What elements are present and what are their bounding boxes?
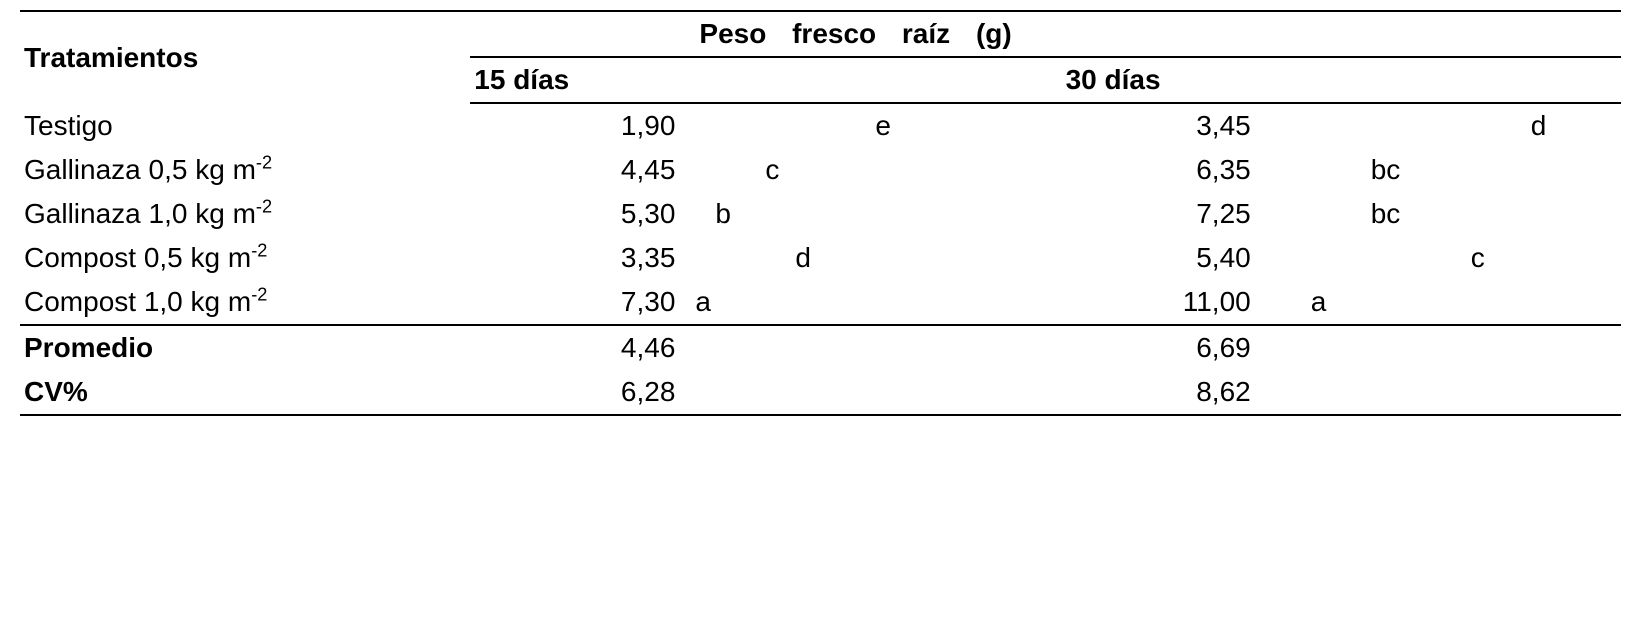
footer-spacer-2 [1271,325,1621,370]
value-30d: 7,25 [1046,192,1271,236]
letter-30d: bc [1271,148,1621,192]
value-30d: 6,35 [1046,148,1271,192]
letter-15d: a [695,280,1045,325]
footer-cv-30: 8,62 [1046,370,1271,415]
value-30d: 5,40 [1046,236,1271,280]
footer-spacer-1 [695,325,1045,370]
table-row: Compost 0,5 kg m-23,35d5,40c [20,236,1621,280]
value-15d: 7,30 [470,280,695,325]
letter-30d: a [1271,280,1621,325]
col-header-treatments: Tratamientos [20,11,470,103]
treatment-label: Gallinaza 1,0 kg m-2 [20,192,470,236]
value-15d: 4,45 [470,148,695,192]
footer-cv-label: CV% [20,370,470,415]
subheader-spacer-1 [695,57,1045,103]
value-30d: 11,00 [1046,280,1271,325]
letter-15d: c [695,148,1045,192]
value-15d: 1,90 [470,103,695,148]
value-15d: 5,30 [470,192,695,236]
root-weight-table: Tratamientos Peso fresco raíz (g) 15 día… [20,10,1621,416]
treatment-label: Compost 1,0 kg m-2 [20,280,470,325]
header-spacer [470,11,695,57]
footer-cv-15: 6,28 [470,370,695,415]
footer-promedio-label: Promedio [20,325,470,370]
letter-30d: d [1271,103,1621,148]
col-group-title: Peso fresco raíz (g) [695,11,1621,57]
letter-15d: b [695,192,1045,236]
footer-spacer-4 [1271,370,1621,415]
table-row: Compost 1,0 kg m-27,30a11,00a [20,280,1621,325]
treatment-label: Compost 0,5 kg m-2 [20,236,470,280]
footer-spacer-3 [695,370,1045,415]
letter-30d: c [1271,236,1621,280]
treatment-label: Testigo [20,103,470,148]
table-row: Gallinaza 0,5 kg m-24,45c6,35bc [20,148,1621,192]
col-header-15d: 15 días [470,57,695,103]
subheader-spacer-2 [1271,57,1621,103]
table-row: Gallinaza 1,0 kg m-25,30b7,25bc [20,192,1621,236]
treatment-label: Gallinaza 0,5 kg m-2 [20,148,470,192]
letter-15d: d [695,236,1045,280]
letter-15d: e [695,103,1045,148]
col-header-30d: 30 días [1046,57,1271,103]
footer-promedio-15: 4,46 [470,325,695,370]
value-30d: 3,45 [1046,103,1271,148]
footer-promedio-30: 6,69 [1046,325,1271,370]
value-15d: 3,35 [470,236,695,280]
table-row: Testigo1,90e3,45d [20,103,1621,148]
letter-30d: bc [1271,192,1621,236]
